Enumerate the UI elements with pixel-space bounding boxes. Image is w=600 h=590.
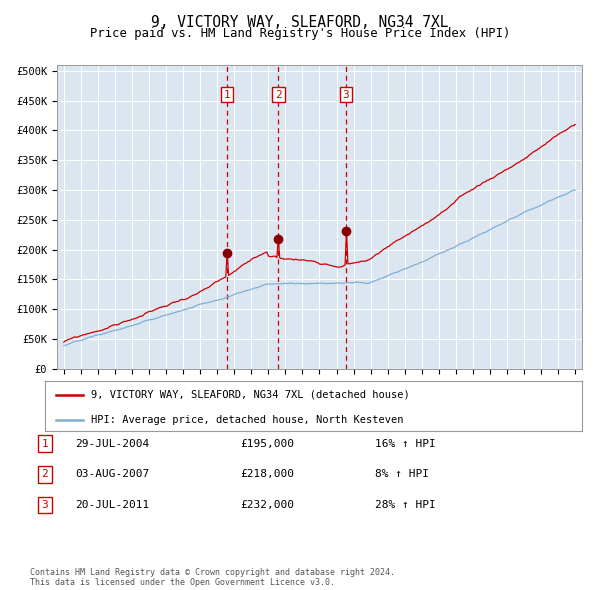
Text: 9, VICTORY WAY, SLEAFORD, NG34 7XL (detached house): 9, VICTORY WAY, SLEAFORD, NG34 7XL (deta…: [91, 389, 409, 399]
Text: 8% ↑ HPI: 8% ↑ HPI: [375, 470, 429, 479]
Text: 16% ↑ HPI: 16% ↑ HPI: [375, 439, 436, 448]
Text: 20-JUL-2011: 20-JUL-2011: [75, 500, 149, 510]
Text: £232,000: £232,000: [240, 500, 294, 510]
Text: 3: 3: [343, 90, 349, 100]
Text: Contains HM Land Registry data © Crown copyright and database right 2024.
This d: Contains HM Land Registry data © Crown c…: [30, 568, 395, 587]
Text: £218,000: £218,000: [240, 470, 294, 479]
Text: 1: 1: [41, 439, 49, 448]
Text: 1: 1: [224, 90, 230, 100]
Text: 2: 2: [41, 470, 49, 479]
Text: 28% ↑ HPI: 28% ↑ HPI: [375, 500, 436, 510]
Text: 2: 2: [275, 90, 282, 100]
Text: £195,000: £195,000: [240, 439, 294, 448]
Text: 29-JUL-2004: 29-JUL-2004: [75, 439, 149, 448]
Text: 9, VICTORY WAY, SLEAFORD, NG34 7XL: 9, VICTORY WAY, SLEAFORD, NG34 7XL: [151, 15, 449, 30]
Text: 03-AUG-2007: 03-AUG-2007: [75, 470, 149, 479]
Text: HPI: Average price, detached house, North Kesteven: HPI: Average price, detached house, Nort…: [91, 415, 403, 425]
Text: Price paid vs. HM Land Registry's House Price Index (HPI): Price paid vs. HM Land Registry's House …: [90, 27, 510, 40]
Text: 3: 3: [41, 500, 49, 510]
